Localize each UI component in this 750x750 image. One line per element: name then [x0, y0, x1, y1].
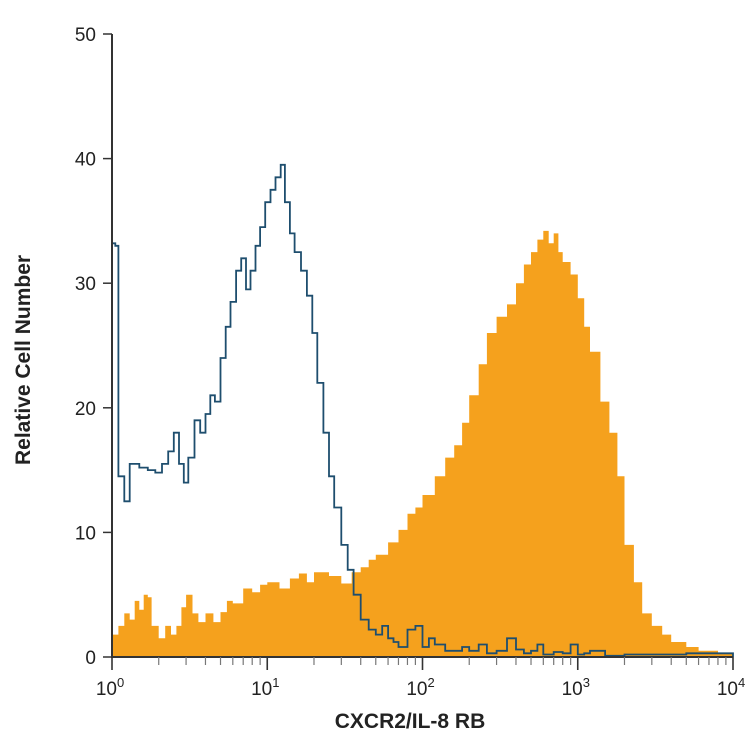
y-tick-label: 30 — [75, 274, 96, 295]
y-tick-label: 50 — [75, 25, 96, 46]
plot-area — [112, 163, 734, 657]
y-axis: 0 10 20 30 40 50 — [75, 25, 113, 669]
y-tick-label: 40 — [75, 150, 96, 171]
x-tick-label: 102 — [406, 675, 434, 700]
x-tick-label: 103 — [562, 675, 590, 700]
series-0-filled-histogram — [112, 230, 733, 657]
y-axis-title: Relative Cell Number — [12, 255, 35, 465]
x-tick-label: 100 — [96, 675, 124, 700]
y-tick-label: 0 — [85, 648, 96, 669]
x-axis-title: CXCR2/IL-8 RB — [335, 710, 486, 733]
series-1-outline-histogram — [112, 163, 734, 657]
x-tick-label: 104 — [717, 675, 745, 700]
x-tick-label: 101 — [251, 675, 279, 700]
y-tick-label: 20 — [75, 399, 96, 420]
x-axis: 100 101 102 103 104 — [96, 656, 745, 700]
y-tick-label: 10 — [75, 523, 96, 544]
